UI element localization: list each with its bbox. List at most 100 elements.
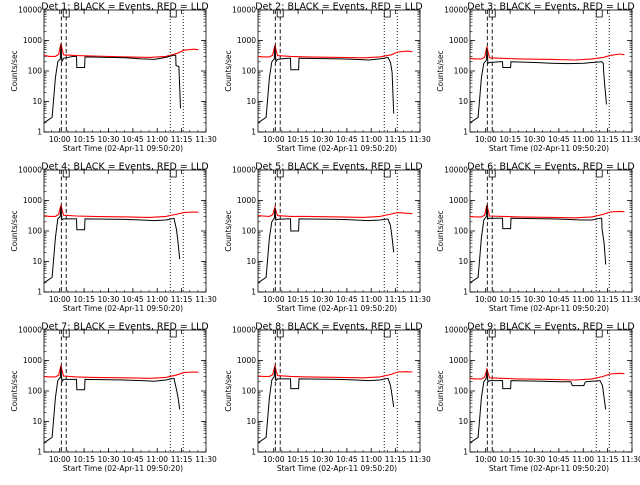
y-tick-label: 1000 <box>23 36 42 45</box>
panel-title: Det 5: BLACK = Events, RED = LLD <box>255 162 422 173</box>
panel-det-9: Det 9: BLACK = Events, RED = LLD 1 10 100 10… <box>436 322 640 474</box>
x-tick-label: 10:45 <box>122 455 144 464</box>
x-tick-label: 10:30 <box>524 455 546 464</box>
panel-det-1: Det 1: BLACK = Events, RED = LLD 1 10 100 10… <box>10 2 217 154</box>
y-tick-label: 1000 <box>237 356 256 365</box>
y-tick-label: 10 <box>458 257 468 266</box>
x-tick-label: 11:15 <box>385 295 407 304</box>
y-tick-label: 10000 <box>232 6 256 15</box>
x-axis-label: Start Time (02-Apr-11 09:50:20) <box>63 304 183 313</box>
y-tick-label: 1000 <box>237 196 256 205</box>
y-tick-label: 1 <box>37 448 42 457</box>
x-tick-label: 10:15 <box>499 295 521 304</box>
y-tick-label: 10 <box>246 257 256 266</box>
y-tick-label: 1 <box>463 448 468 457</box>
x-tick-label: 10:45 <box>336 135 358 144</box>
y-tick-label: 1000 <box>449 196 468 205</box>
x-tick-label: 10:45 <box>548 455 570 464</box>
x-tick-label: 10:00 <box>49 295 71 304</box>
y-tick-label: 100 <box>242 227 257 236</box>
y-tick-label: 1 <box>251 448 256 457</box>
y-axis-label: Counts/sec <box>10 210 19 251</box>
y-tick-label: 1000 <box>23 356 42 365</box>
marker-flag <box>62 170 70 178</box>
x-tick-label: 11:00 <box>360 295 382 304</box>
lld-series-line <box>469 367 625 381</box>
x-tick-label: 10:15 <box>73 135 95 144</box>
x-tick-label: 10:00 <box>263 455 285 464</box>
y-tick-label: 10000 <box>232 326 256 335</box>
y-axis-label: Counts/sec <box>10 370 19 411</box>
events-series-line <box>469 205 607 284</box>
x-tick-label: 10:30 <box>312 455 334 464</box>
y-axis-label: Counts/sec <box>224 210 233 251</box>
x-tick-label: 11:00 <box>146 135 168 144</box>
x-tick-label: 10:00 <box>475 295 497 304</box>
marker-flag <box>383 10 391 18</box>
marker-flag <box>595 330 603 338</box>
x-tick-label: 11:00 <box>146 295 168 304</box>
x-tick-label: 11:00 <box>146 455 168 464</box>
y-tick-label: 10000 <box>444 166 468 175</box>
marker-flag <box>488 330 496 338</box>
x-tick-label: 11:30 <box>195 135 217 144</box>
y-tick-label: 100 <box>28 227 43 236</box>
y-axis-label: Counts/sec <box>10 50 19 91</box>
panel-det-2: Det 2: BLACK = Events, RED = LLD 1 10 100 10… <box>224 2 431 154</box>
marker-flag <box>488 170 496 178</box>
lld-series-line <box>469 204 625 219</box>
x-tick-label: 11:15 <box>385 135 407 144</box>
y-tick-label: 100 <box>28 67 43 76</box>
x-tick-label: 10:00 <box>49 135 71 144</box>
plot-frame <box>469 169 633 293</box>
marker-flag <box>383 330 391 338</box>
marker-flag <box>383 170 391 178</box>
x-tick-label: 10:30 <box>524 295 546 304</box>
y-axis-label: Counts/sec <box>436 370 445 411</box>
plot-frame <box>469 9 633 133</box>
events-series-line <box>257 208 395 284</box>
x-tick-label: 10:45 <box>336 295 358 304</box>
x-tick-label: 10:45 <box>336 455 358 464</box>
x-tick-label: 10:30 <box>524 135 546 144</box>
x-axis-label: Start Time (02-Apr-11 09:50:20) <box>63 464 183 473</box>
x-axis-label: Start Time (02-Apr-11 09:50:20) <box>277 464 397 473</box>
y-tick-label: 10 <box>32 97 42 106</box>
y-tick-label: 1000 <box>237 36 256 45</box>
panel-title: Det 4: BLACK = Events, RED = LLD <box>41 162 208 173</box>
y-tick-label: 10 <box>458 417 468 426</box>
y-tick-label: 100 <box>454 227 469 236</box>
x-tick-label: 10:45 <box>548 295 570 304</box>
plot-frame <box>43 9 207 133</box>
y-tick-label: 1 <box>251 128 256 137</box>
panel-title: Det 9: BLACK = Events, RED = LLD <box>467 322 634 333</box>
panel-det-4: Det 4: BLACK = Events, RED = LLD 1 10 100 10… <box>10 162 217 314</box>
panel-title: Det 2: BLACK = Events, RED = LLD <box>255 2 422 13</box>
x-tick-label: 11:30 <box>621 135 640 144</box>
x-tick-label: 11:30 <box>409 295 431 304</box>
x-tick-label: 10:15 <box>287 455 309 464</box>
lld-series-line <box>469 46 625 61</box>
lld-series-line <box>43 365 199 379</box>
panel-title: Det 7: BLACK = Events, RED = LLD <box>41 322 208 333</box>
x-tick-label: 11:30 <box>621 455 640 464</box>
y-tick-label: 10 <box>32 417 42 426</box>
x-tick-label: 10:30 <box>98 455 120 464</box>
x-tick-label: 11:15 <box>597 455 619 464</box>
y-tick-label: 100 <box>454 67 469 76</box>
x-axis-label: Start Time (02-Apr-11 09:50:20) <box>277 144 397 153</box>
y-tick-label: 10 <box>246 417 256 426</box>
y-tick-label: 10000 <box>444 6 468 15</box>
marker-flag <box>276 330 284 338</box>
lld-series-line <box>257 363 413 379</box>
x-tick-label: 11:00 <box>572 135 594 144</box>
panel-det-8: Det 8: BLACK = Events, RED = LLD 1 10 100 10… <box>224 322 431 474</box>
y-tick-label: 100 <box>242 67 257 76</box>
marker-flag <box>276 10 284 18</box>
plot-frame <box>257 9 421 133</box>
y-tick-label: 1000 <box>449 356 468 365</box>
y-tick-label: 1 <box>251 288 256 297</box>
marker-flag <box>62 10 70 18</box>
